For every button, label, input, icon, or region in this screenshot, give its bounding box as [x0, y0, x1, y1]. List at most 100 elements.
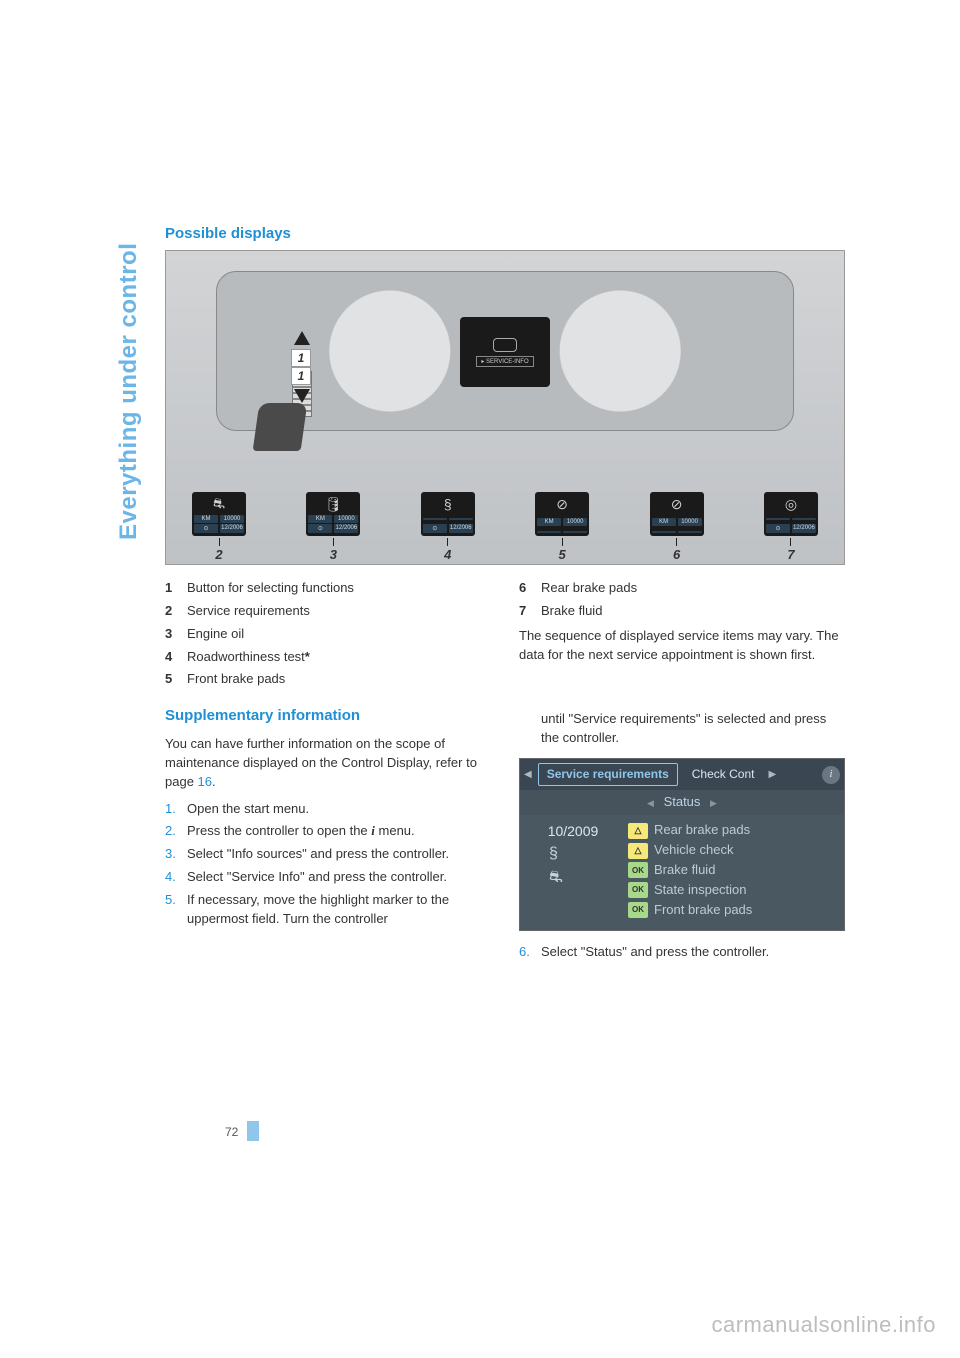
- sub-arrow-right-icon: ▶: [704, 798, 723, 808]
- icon-box: ◎ ⊙12/2006: [764, 492, 818, 536]
- legend-right: 6Rear brake pads 7Brake fluid: [519, 579, 845, 621]
- legend-number: 7: [519, 602, 541, 621]
- sub-arrow-left-icon: ◀: [641, 798, 660, 808]
- arrow-up-icon: [294, 331, 310, 345]
- status-item: OKState inspection: [628, 881, 836, 900]
- step-text: Open the start menu.: [187, 800, 491, 819]
- callout-number: 5: [559, 547, 566, 562]
- legend-text: Roadworthiness test*: [187, 648, 491, 667]
- step-6-number: 6.: [519, 943, 541, 962]
- screenshot-subheader: ◀ Status ▶: [520, 790, 844, 815]
- legend-item-5: 5Front brake pads: [165, 670, 491, 689]
- legend-item-6: 6Rear brake pads: [519, 579, 845, 598]
- icon-data-row: KM10000: [308, 515, 358, 523]
- legend-number: 3: [165, 625, 187, 644]
- legend-item-4: 4Roadworthiness test*: [165, 648, 491, 667]
- info-circle-icon: i: [822, 766, 840, 784]
- step-3: 3.Select "Info sources" and press the co…: [165, 845, 491, 864]
- intro-text-2: .: [212, 774, 216, 789]
- watermark: carmanualsonline.info: [711, 1312, 936, 1338]
- figure-dashboard: ▸ SERVICE-INFO 1 1 ⛐KM10000⊙12/20062🛢KM1…: [165, 250, 845, 565]
- legend-text: Service requirements: [187, 602, 491, 621]
- step-number: 2.: [165, 822, 187, 841]
- idrive-screenshot: ◀ Service requirements Check Cont ▶ i ◀ …: [519, 758, 845, 930]
- stalk-control: 1 1: [256, 331, 346, 451]
- service-icon: ⊘: [556, 495, 568, 513]
- status-item-label: Vehicle check: [654, 841, 734, 860]
- legend-text: Front brake pads: [187, 670, 491, 689]
- section-icon: §: [549, 842, 558, 865]
- legend-item-2: 2Service requirements: [165, 602, 491, 621]
- service-icon: 🛢: [325, 495, 343, 513]
- icon-box: §⊙12/2006: [421, 492, 475, 536]
- footnote-star-icon: *: [305, 649, 310, 664]
- screenshot-left-panel: 10/2009 § ⛐: [528, 821, 618, 919]
- left-column: 1Button for selecting functions 2Service …: [165, 579, 491, 965]
- step-text: Select "Info sources" and press the cont…: [187, 845, 491, 864]
- icon-data-row: KM10000: [652, 518, 702, 526]
- figure-icon-6: ⊘KM10000 6: [642, 492, 712, 564]
- page-content: Possible displays ▸ SERVICE-INFO 1 1 ⛐ KM…: [165, 225, 845, 965]
- step-6-text: Select "Status" and press the controller…: [541, 943, 845, 962]
- status-item-label: Front brake pads: [654, 901, 752, 920]
- icon-data-row: ⊙12/2006: [194, 524, 244, 533]
- screenshot-date: 10/2009: [548, 821, 599, 841]
- service-info-display: ▸ SERVICE-INFO: [460, 317, 550, 387]
- icon-data-row: ⊙12/2006: [308, 524, 358, 533]
- step-text: If necessary, move the highlight marker …: [187, 891, 491, 929]
- page-link-16[interactable]: 16: [198, 774, 212, 789]
- supplementary-intro: You can have further information on the …: [165, 735, 491, 792]
- sequence-note: The sequence of displayed service items …: [519, 627, 845, 665]
- callout-number: 6: [673, 547, 680, 562]
- icon-data-row: ⊙12/2006: [766, 524, 816, 533]
- status-badge-ok: OK: [628, 902, 648, 918]
- icon-data-row: [423, 518, 473, 520]
- status-item: △Rear brake pads: [628, 821, 836, 840]
- icon-box: ⊘KM10000: [535, 492, 589, 536]
- legend-number: 6: [519, 579, 541, 598]
- figure-icon-3: 🛢KM10000⊙12/20063: [298, 492, 368, 564]
- service-icon: ◎: [785, 495, 797, 513]
- tab-service-requirements: Service requirements: [538, 763, 678, 786]
- legend-number: 2: [165, 602, 187, 621]
- status-badge-ok: OK: [628, 862, 648, 878]
- status-item-label: State inspection: [654, 881, 747, 900]
- status-badge-warn: △: [628, 843, 648, 859]
- status-item: OKBrake fluid: [628, 861, 836, 880]
- step-5-continued: until "Service requirements" is selected…: [519, 710, 845, 748]
- callout-number: 2: [215, 547, 222, 562]
- legend-text: Button for selecting functions: [187, 579, 491, 598]
- figure-icon-4: §⊙12/20064: [413, 492, 483, 564]
- legend-item-1: 1Button for selecting functions: [165, 579, 491, 598]
- icon-strip: ⛐KM10000⊙12/20062🛢KM10000⊙12/20063§⊙12/2…: [166, 484, 844, 564]
- heading-possible-displays: Possible displays: [165, 225, 845, 242]
- step-number: 1.: [165, 800, 187, 819]
- screenshot-status-list: △Rear brake pads △ Vehicle checkOKBrake fl…: [628, 821, 836, 919]
- tick-mark: [562, 538, 563, 546]
- icon-box: ⊘KM10000: [650, 492, 704, 536]
- step-number: 5.: [165, 891, 187, 929]
- icon-box: ⛐ KM10000⊙12/2006: [192, 492, 246, 536]
- service-icon: ⛐: [213, 495, 225, 513]
- legend-number: 4: [165, 648, 187, 667]
- icon-box: 🛢 KM10000⊙12/2006: [306, 492, 360, 536]
- figure-icon-5: ⊘KM10000 5: [527, 492, 597, 564]
- icon-data-row: ⊙12/2006: [423, 524, 473, 533]
- tick-mark: [219, 538, 220, 546]
- callout-1-bottom: 1: [291, 367, 311, 385]
- stalk-body: [253, 403, 308, 451]
- tick-mark: [790, 538, 791, 546]
- icon-data-row: KM10000: [194, 515, 244, 523]
- arrow-down-icon: [294, 389, 310, 403]
- steps-list: 1.Open the start menu.2.Press the contro…: [165, 800, 491, 929]
- step-text: Select "Service Info" and press the cont…: [187, 868, 491, 887]
- tab-arrow-right-icon: ▶: [768, 768, 776, 783]
- side-title: Everything under control: [115, 243, 143, 540]
- service-info-label: ▸ SERVICE-INFO: [476, 356, 533, 367]
- legend-item-3: 3Engine oil: [165, 625, 491, 644]
- sub-status-label: Status: [664, 794, 701, 809]
- status-item-label: Rear brake pads: [654, 821, 750, 840]
- heading-supplementary: Supplementary information: [165, 705, 491, 727]
- car-outline-icon: [493, 338, 517, 352]
- legend-item-7: 7Brake fluid: [519, 602, 845, 621]
